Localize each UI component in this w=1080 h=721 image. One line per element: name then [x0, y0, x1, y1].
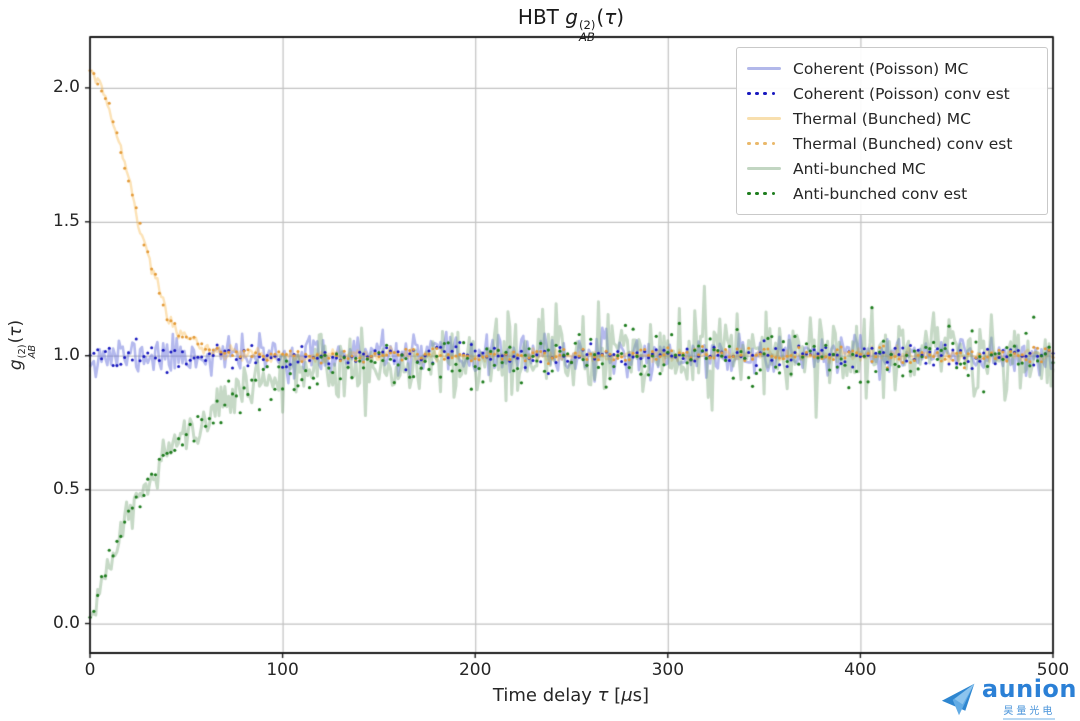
title-prefix: HBT [517, 5, 566, 29]
title-supsub: (2) AB [578, 18, 596, 44]
legend-item: Anti-bunched MC [747, 156, 1037, 181]
x-tick-label: 400 [844, 660, 877, 680]
x-tick-label: 0 [84, 660, 96, 680]
x-tick-label: 100 [266, 660, 299, 680]
aunion-logo-icon [941, 683, 975, 715]
legend-label: Thermal (Bunched) conv est [793, 134, 1013, 153]
legend-item: Thermal (Bunched) conv est [747, 131, 1037, 156]
title-symbol: g [565, 5, 578, 29]
legend-label: Anti-bunched conv est [793, 184, 968, 203]
legend-label: Anti-bunched MC [793, 159, 926, 178]
legend-label: Thermal (Bunched) MC [793, 109, 971, 128]
y-tick-label: 0.5 [52, 478, 80, 499]
y-tick-label: 1.0 [52, 344, 80, 365]
legend-label: Coherent (Poisson) MC [793, 59, 969, 78]
thermal-est-swatch [747, 141, 781, 146]
thermal-mc-swatch [747, 117, 781, 120]
y-tick-label: 0.0 [52, 612, 80, 633]
anti-bunched-mc-swatch [747, 167, 781, 170]
x-tick-label: 200 [458, 660, 492, 680]
legend-label: Coherent (Poisson) conv est [793, 84, 1010, 103]
legend-item: Coherent (Poisson) MC [747, 56, 1037, 81]
chart-title: HBT g (2) AB (τ) [517, 5, 625, 44]
legend-item: Thermal (Bunched) MC [747, 106, 1037, 131]
anti-bunched-est-swatch [747, 191, 781, 196]
legend: Coherent (Poisson) MC Coherent (Poisson) … [736, 47, 1048, 215]
x-tick-label: 300 [651, 660, 685, 680]
y-tick-label: 2.0 [52, 76, 80, 97]
watermark-chinese-text: 昊量光电 [1003, 702, 1056, 720]
coherent-mc-swatch [747, 67, 781, 70]
x-tick-label: 500 [1036, 660, 1070, 680]
x-axis-label: Time delay τ [μs] [492, 685, 650, 706]
y-tick-label: 1.5 [52, 210, 80, 231]
watermark: aunion 昊量光电 [940, 677, 1077, 720]
legend-item: Anti-bunched conv est [747, 181, 1037, 206]
watermark-brand-text: aunion [981, 675, 1077, 703]
coherent-est-swatch [747, 91, 781, 96]
legend-item: Coherent (Poisson) conv est [747, 81, 1037, 106]
